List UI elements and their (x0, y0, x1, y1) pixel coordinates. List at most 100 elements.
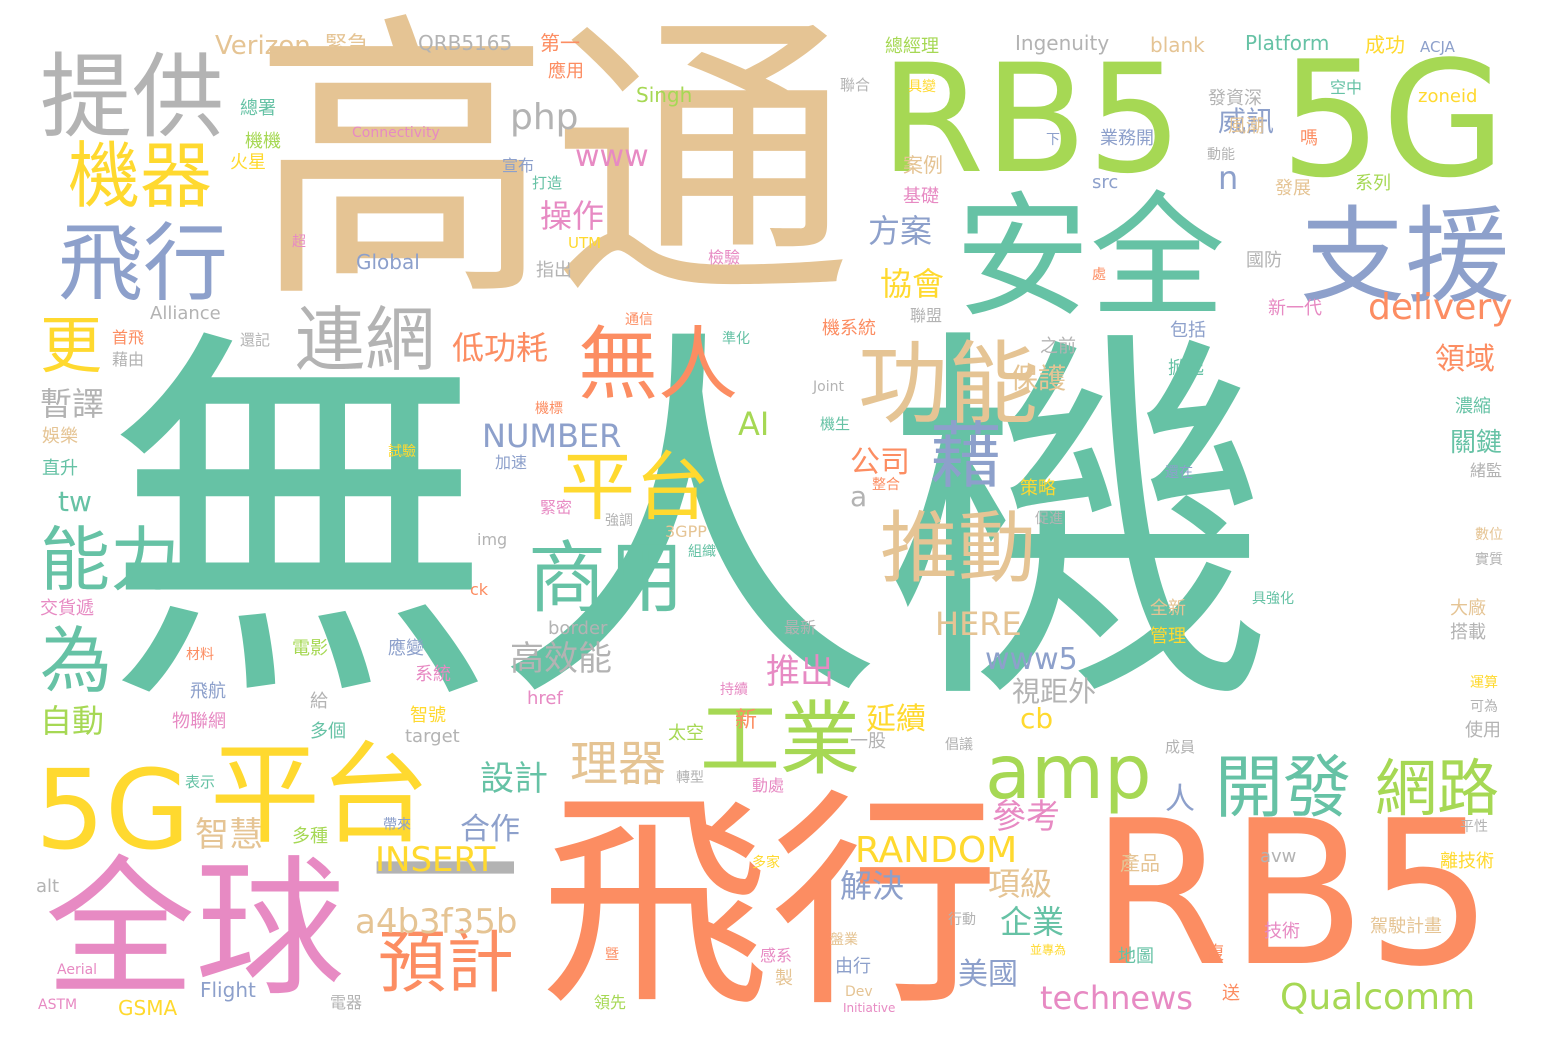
word: 連網 (295, 299, 435, 381)
word: technews (1040, 979, 1193, 1017)
word: 管理 (1150, 626, 1186, 647)
word: Qualcomm (1280, 977, 1476, 1018)
word: www5 (985, 642, 1078, 677)
word: 平台 (210, 731, 430, 859)
word: RB5 (1090, 778, 1494, 1011)
word: 表示 (185, 773, 216, 791)
word: Dev (845, 984, 873, 1000)
word: 機生 (820, 415, 851, 433)
word: 駕駛計畫 (1370, 916, 1442, 937)
word: a4b3f35b (355, 902, 518, 942)
word: 設計 (480, 759, 548, 799)
word: 發展 (1275, 178, 1311, 199)
word: 盤業 (830, 932, 858, 948)
word: 還在 (1165, 465, 1193, 481)
word: 工業 (700, 693, 860, 786)
word: 系統 (415, 664, 451, 685)
word: 新 (735, 708, 758, 733)
word: 為 (40, 619, 113, 703)
word: 試驗 (388, 444, 416, 460)
word: img (477, 530, 508, 549)
word: 更 (40, 309, 103, 382)
word: 最新 (784, 618, 817, 637)
word: 濃縮 (1455, 396, 1491, 417)
word: 機系統 (822, 318, 876, 339)
word: 協會 (880, 265, 945, 303)
word: target (405, 726, 460, 747)
word: 超 (292, 234, 306, 250)
word: avw (1260, 846, 1297, 867)
word: UTM (568, 234, 602, 252)
word: 一股 (850, 731, 886, 752)
word: 業務開 (1100, 128, 1154, 149)
word: 無人機 (104, 298, 1274, 752)
word: 聯盟 (910, 306, 943, 325)
word: 飛行 (540, 771, 1001, 1038)
word: 具強化 (1252, 591, 1294, 607)
word: 運算 (1470, 675, 1498, 691)
word: 娛樂 (42, 426, 78, 447)
word: 還記 (240, 331, 271, 349)
word: Initiative (843, 1001, 896, 1015)
word: Global (356, 250, 420, 274)
word: 指出 (536, 260, 572, 281)
word: 轉型 (676, 770, 704, 786)
word: 藉由 (112, 350, 145, 369)
word: 參考 (992, 797, 1060, 837)
word: 組織 (688, 544, 716, 560)
word: 企業 (1000, 903, 1065, 941)
word: 持續 (720, 682, 748, 698)
word: 解決 (840, 867, 905, 905)
word: 行動 (948, 912, 976, 928)
word: 直升 (42, 458, 78, 479)
word: 全球 (45, 843, 346, 1017)
word: 緊急 (325, 33, 370, 58)
word: ck (470, 580, 489, 599)
word: 網路 (1375, 752, 1500, 825)
word: 項級 (988, 865, 1053, 903)
word: 開發 (1215, 749, 1352, 828)
word: 視距外 (1012, 675, 1097, 708)
word: 合作 (460, 812, 520, 847)
word: tw (58, 485, 92, 518)
word: 掀起 (1168, 358, 1204, 379)
word: href (527, 688, 563, 709)
word: 準化 (722, 331, 750, 347)
word: 案例 (903, 153, 943, 177)
word: 高通 (252, 0, 852, 338)
word: AI (738, 405, 770, 443)
word: 總署 (240, 98, 276, 119)
word: 美國 (958, 957, 1018, 992)
word: php (510, 97, 579, 138)
word: QRB5165 (418, 31, 513, 55)
word: 製 (775, 968, 793, 989)
word: 電器 (330, 993, 363, 1012)
word: 並專為 (1030, 943, 1067, 957)
word: 聯合 (840, 76, 871, 94)
word: 暫譯 (40, 385, 105, 423)
word: 方案 (868, 212, 933, 250)
word: 電影 (292, 638, 328, 659)
word: 智慧 (195, 815, 263, 855)
word: 藉 (930, 414, 1003, 498)
word: Joint (813, 379, 844, 395)
word: delivery (1368, 287, 1513, 328)
word: blank (1150, 33, 1205, 57)
word: 3GPP (665, 522, 707, 541)
word: 5G (1280, 26, 1506, 213)
word: 實質 (1475, 552, 1503, 568)
word: Connectivity (352, 125, 440, 141)
word: 包括 (1170, 320, 1206, 341)
word: amp (985, 728, 1152, 816)
word: 大廠 (1450, 598, 1486, 619)
word: 給 (310, 691, 328, 712)
word: 應用 (548, 61, 584, 82)
word: 國防 (1246, 250, 1282, 271)
word: 平性 (1460, 819, 1488, 835)
word: 平台 (560, 443, 711, 531)
word: 總經理 (885, 36, 939, 57)
word: 公司 (850, 445, 910, 480)
word: 理器 (570, 736, 667, 792)
word: cb (1020, 702, 1054, 735)
word: 多種 (292, 826, 328, 847)
